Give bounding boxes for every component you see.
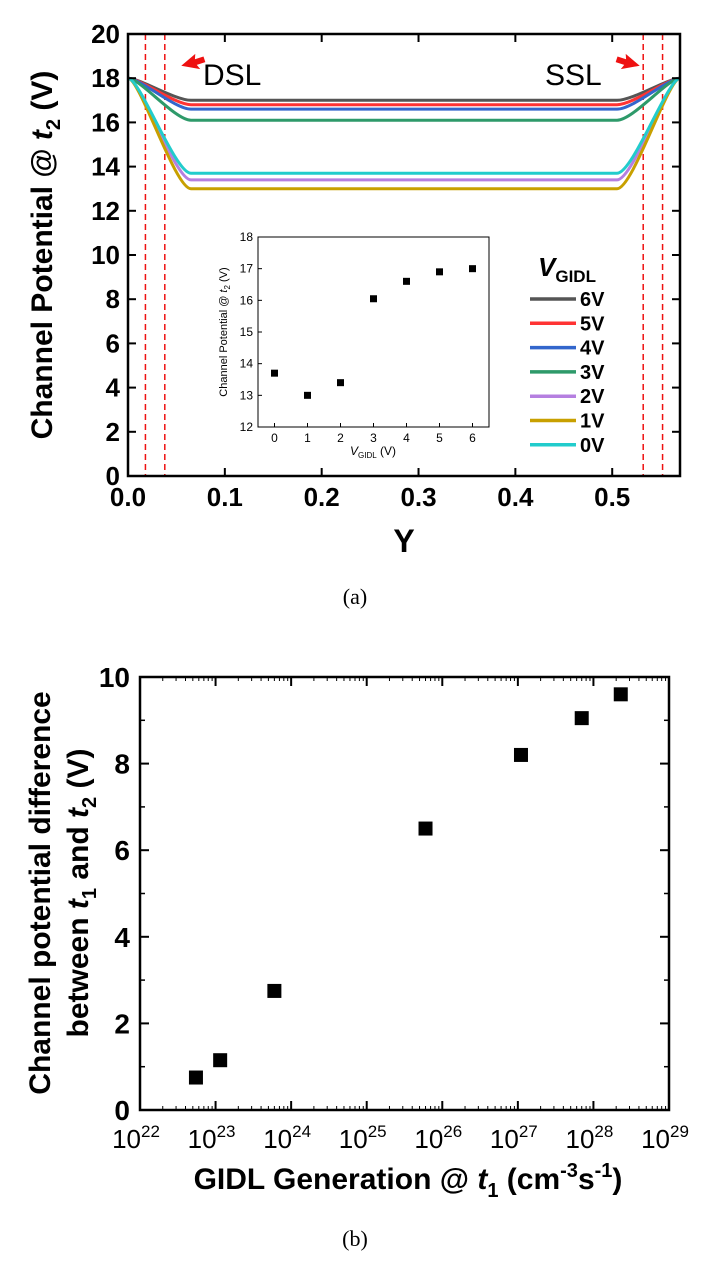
inset-xlabel: VGIDL (V) [350,444,396,460]
y-tick-label: 2 [106,417,120,447]
series-line-1V [127,76,681,191]
y-tick-label: 20 [91,19,120,49]
legend-label: 4V [580,338,605,360]
inset-y-tick-label: 16 [240,293,254,307]
b-y-tick-label: 4 [114,922,130,953]
inset-data-point [469,265,476,273]
x-tick-label: 0.2 [304,482,340,512]
b-x-tick-label: 1026 [414,1122,462,1154]
inset-x-tick-label: 6 [469,431,476,445]
inset-x-tick-label: 4 [403,431,410,445]
inset-data-point [271,369,278,377]
inset-y-tick-label: 12 [240,420,254,434]
b-x-tick-label: 1029 [641,1122,689,1154]
legend-label: 3V [580,362,605,384]
inset-y-tick-label: 17 [240,262,254,276]
y-tick-label: 10 [91,240,120,270]
caption-b: (b) [342,1226,368,1251]
b-x-tick-label: 1022 [112,1122,160,1154]
b-data-point [513,747,528,762]
inset-data-point [403,277,410,285]
x-tick-label: 0.5 [594,482,630,512]
inset-data-point [304,391,311,399]
b-data-point [267,983,282,998]
inset-y-tick-label: 13 [240,388,254,402]
inset-y-tick-label: 15 [240,325,254,339]
b-data-point [574,711,589,726]
legend-label: 2V [580,386,605,408]
plot-b-ylabel-line2: between t1 and t2 (V) [62,749,101,1038]
panel-b: 1022 1023 1024 1025 1026 1027 1028 10290246810 … [24,662,689,1251]
caption-a: (a) [343,584,367,609]
plot-b-frame [138,675,671,1112]
legend-label: 5V [580,313,605,335]
inset-x-tick-label: 0 [271,431,278,445]
y-tick-label: 18 [91,63,120,93]
x-tick-label: 0.0 [110,482,146,512]
y-tick-label: 6 [106,328,120,358]
inset-x-tick-label: 1 [304,431,311,445]
y-tick-label: 16 [91,107,120,137]
y-tick-label: 0 [106,461,120,491]
inset-ylabel: Channel Potential @ t2 (V) [218,267,232,396]
plot-a-ylabel: Channel Potential @ t2 (V) [26,71,65,440]
series-line-4V [127,76,681,111]
inset-data-point [337,379,344,387]
inset-data-point [436,268,443,276]
b-x-tick-label: 1028 [566,1122,614,1154]
series-line-2V [127,76,681,182]
b-y-tick-label: 10 [99,662,130,693]
x-tick-label: 0.3 [400,482,436,512]
b-data-point [213,1053,228,1068]
series-line-0V [127,76,681,175]
b-data-point [188,1070,203,1085]
inset-x-tick-label: 2 [337,431,344,445]
ssl-arrow-icon [615,53,640,70]
y-tick-label: 14 [91,152,120,182]
inset-frame [257,236,490,428]
b-x-tick-label: 1024 [263,1122,311,1154]
dsl-label: DSL [203,59,261,92]
b-y-tick-label: 0 [114,1095,130,1126]
legend-label: 0V [580,435,605,457]
b-x-tick-label: 1025 [339,1122,387,1154]
dsl-arrow-icon [181,53,206,70]
y-tick-label: 4 [106,373,121,403]
b-y-tick-label: 6 [114,835,130,866]
b-y-tick-label: 8 [114,749,130,780]
x-tick-label: 0.4 [497,482,534,512]
plot-b-xlabel: GIDL Generation @ t1 (cm-3s-1) [194,1160,623,1202]
plot-a-xlabel: Y [393,523,414,559]
ssl-label: SSL [545,59,602,92]
series-line-3V [127,76,681,122]
y-tick-label: 8 [106,284,120,314]
inset-data-point [370,295,377,303]
legend-title: VGIDL [538,252,596,286]
b-x-tick-label: 1027 [490,1122,538,1154]
legend-label: 6V [580,289,605,311]
inset-y-tick-label: 14 [240,357,254,371]
x-tick-label: 0.1 [207,482,243,512]
plot-b-ylabel-line1: Channel potential difference [24,691,57,1094]
b-x-tick-label: 1023 [188,1122,236,1154]
inset-x-tick-label: 5 [436,431,443,445]
b-y-tick-label: 2 [114,1008,130,1039]
b-data-point [418,821,433,836]
inset-x-tick-label: 3 [370,431,377,445]
b-data-point [613,687,628,702]
legend-label: 1V [580,411,605,433]
y-tick-label: 12 [91,196,120,226]
inset-y-tick-label: 18 [240,230,254,244]
